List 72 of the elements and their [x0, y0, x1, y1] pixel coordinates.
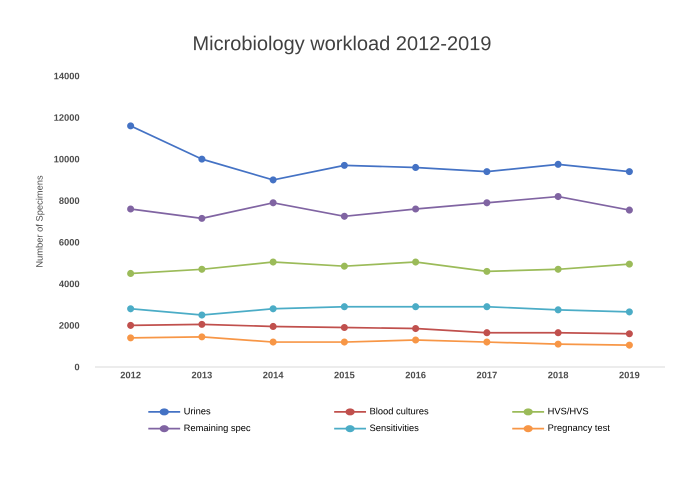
point — [483, 168, 490, 176]
legend-label: Blood cultures — [370, 408, 428, 414]
y-tick-label: 6000 — [59, 238, 80, 246]
y-tick-label: 10000 — [54, 156, 80, 162]
point — [340, 303, 348, 310]
legend-label: HVS/HVS — [548, 408, 588, 414]
point — [483, 329, 490, 336]
point — [340, 212, 348, 220]
x-tick-label: 2019 — [619, 372, 640, 378]
point — [270, 322, 277, 330]
point — [554, 266, 562, 273]
point — [626, 342, 633, 349]
point — [198, 214, 206, 222]
x-tick-label: 2017 — [476, 372, 497, 378]
y-tick-label: 0 — [74, 364, 80, 370]
point — [127, 205, 134, 213]
y-tick-label: 14000 — [54, 72, 80, 80]
point — [483, 268, 490, 275]
point — [270, 176, 277, 184]
point — [198, 320, 206, 328]
legend-label: Pregnancy test — [548, 424, 610, 433]
point — [340, 262, 348, 270]
point — [554, 340, 562, 348]
point — [127, 270, 134, 277]
y-tick-label: 8000 — [59, 197, 80, 204]
point — [127, 122, 134, 130]
point — [626, 308, 633, 316]
point — [412, 336, 420, 344]
point — [554, 160, 562, 168]
point — [412, 164, 420, 171]
point — [198, 266, 206, 273]
point — [340, 324, 348, 332]
point — [412, 325, 420, 332]
point — [554, 329, 562, 336]
x-tick-label: 2012 — [120, 372, 141, 378]
point — [483, 199, 490, 206]
point — [340, 338, 348, 346]
x-tick-label: 2016 — [406, 372, 426, 378]
point — [270, 199, 277, 206]
point — [412, 258, 420, 266]
y-tick-label: 2000 — [59, 322, 80, 329]
point — [270, 338, 277, 346]
point — [626, 168, 633, 176]
point — [412, 205, 420, 213]
chart-title: Microbiology workload 2012-2019 — [194, 36, 490, 54]
point — [127, 322, 134, 329]
y-axis-title: Number of Specimens — [36, 176, 45, 267]
point — [198, 333, 206, 340]
legend-label: Urines — [184, 408, 210, 414]
point — [270, 305, 277, 312]
x-tick-label: 2015 — [334, 372, 354, 378]
point — [340, 162, 348, 169]
y-tick-label: 4000 — [59, 280, 80, 288]
point — [554, 193, 562, 200]
point — [626, 206, 633, 214]
point — [198, 156, 206, 163]
point — [127, 334, 134, 342]
point — [412, 303, 420, 310]
x-tick-label: 2018 — [548, 372, 568, 378]
point — [626, 330, 633, 338]
x-tick-label: 2014 — [263, 372, 284, 378]
point — [483, 338, 490, 346]
point — [270, 258, 277, 266]
y-tick-label: 12000 — [54, 114, 80, 121]
point — [554, 306, 562, 314]
point — [626, 260, 633, 268]
legend-label: Remaining spec — [184, 424, 250, 433]
point — [127, 305, 134, 312]
legend-label: Sensitivities — [370, 424, 418, 432]
x-tick-label: 2013 — [192, 372, 212, 378]
point — [198, 311, 206, 319]
point — [483, 303, 490, 310]
